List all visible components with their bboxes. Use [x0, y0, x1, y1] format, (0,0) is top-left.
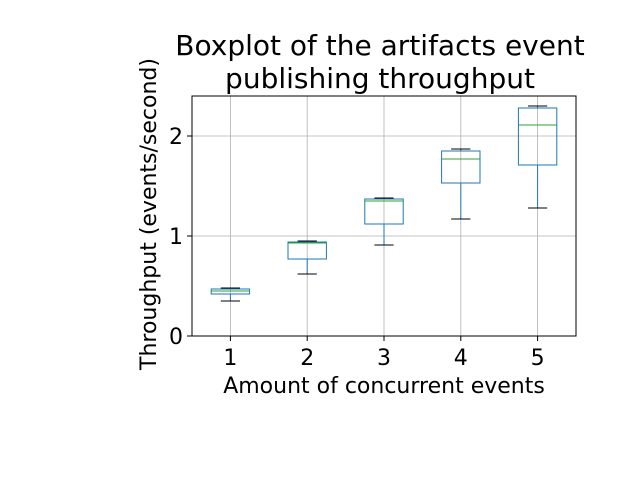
- y-tick-label: 2: [169, 125, 183, 150]
- x-axis-ticks: 1 2 3 4 5: [223, 336, 545, 371]
- x-tick-label: 3: [377, 346, 391, 371]
- box: [517, 107, 558, 166]
- y-tick-label: 0: [169, 325, 183, 350]
- chart-title-line: publishing throughput: [225, 62, 535, 95]
- box-group: [210, 287, 251, 302]
- x-tick-label: 4: [454, 346, 468, 371]
- y-axis-ticks: 0 1 2: [169, 125, 192, 350]
- box-group: [517, 105, 558, 209]
- x-tick-label: 5: [531, 346, 545, 371]
- x-tick-label: 2: [300, 346, 314, 371]
- chart-title-line: Boxplot of the artifacts event: [175, 29, 584, 62]
- y-axis-label: Throughput (events/second): [137, 58, 162, 371]
- box: [364, 198, 404, 225]
- chart-title: Boxplot of the artifacts event publishing…: [175, 29, 584, 95]
- box-group: [441, 148, 481, 220]
- box-group: [364, 197, 404, 246]
- x-tick-label: 1: [223, 346, 237, 371]
- y-tick-label: 1: [169, 225, 183, 250]
- box: [441, 150, 481, 184]
- box-group: [287, 240, 327, 275]
- x-axis-label: Amount of concurrent events: [223, 374, 545, 399]
- boxes: [210, 105, 558, 302]
- box: [287, 241, 327, 260]
